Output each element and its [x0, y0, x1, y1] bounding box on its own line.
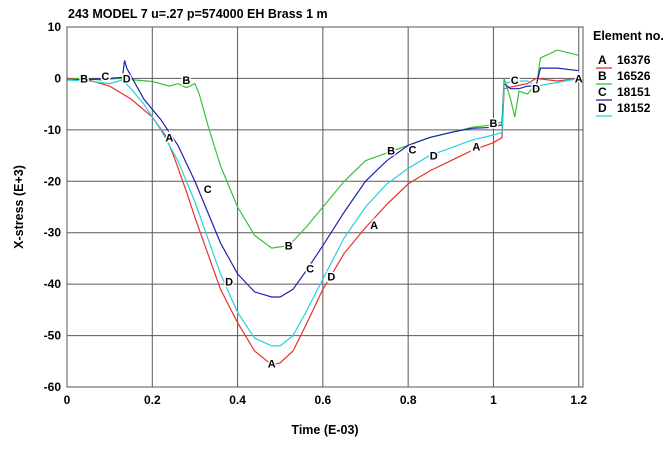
series-marker-D: D: [225, 277, 233, 289]
series-marker-A: A: [472, 141, 480, 153]
x-tick-label: 0.4: [229, 393, 246, 407]
series-marker-B: B: [182, 75, 190, 87]
series-marker-B: B: [285, 241, 293, 253]
y-tick-label: -20: [44, 174, 62, 188]
series-marker-A: A: [370, 220, 378, 232]
series-marker-B: B: [80, 73, 88, 85]
series-marker-C: C: [101, 71, 109, 83]
series-lines: [66, 49, 579, 366]
series-marker-C: C: [306, 264, 314, 276]
series-marker-C: C: [204, 184, 212, 196]
series-line-18151: [66, 60, 579, 298]
x-tick-label: 0.8: [400, 393, 417, 407]
legend: Element no. A 16376 B 16526 C 18151 D 18152: [593, 29, 664, 117]
series-marker-D: D: [123, 73, 131, 85]
series-marker-B: B: [489, 118, 497, 130]
series-marker-C: C: [511, 75, 519, 87]
x-tick-label: 0.6: [315, 393, 332, 407]
series-marker-A: A: [268, 358, 276, 370]
legend-marker-A: A: [598, 53, 607, 67]
y-tick-label: 0: [54, 71, 61, 85]
y-tick-labels: 10 0 -10 -20 -30 -40 -50 -60: [44, 20, 62, 394]
legend-marker-D: D: [598, 101, 607, 115]
legend-marker-B: B: [598, 69, 607, 83]
x-tick-label: 1.2: [570, 393, 587, 407]
y-tick-label: 10: [48, 20, 62, 34]
y-axis-label: X-stress (E+3): [12, 165, 26, 249]
chart-title: 243 MODEL 7 u=.27 p=574000 EH Brass 1 m: [68, 7, 328, 21]
y-tick-label: -40: [44, 277, 62, 291]
x-tick-label: 1: [490, 393, 497, 407]
legend-marker-C: C: [598, 85, 607, 99]
y-tick-label: -10: [44, 123, 62, 137]
series-marker-C: C: [408, 144, 416, 156]
x-tick-label: 0: [64, 393, 71, 407]
legend-title: Element no.: [593, 29, 664, 43]
series-line-16526: [66, 49, 579, 249]
legend-label-16526: 16526: [617, 69, 651, 83]
series-marker-D: D: [532, 84, 540, 96]
y-tick-label: -30: [44, 226, 62, 240]
series-line-18152: [66, 77, 579, 347]
legend-label-18151: 18151: [617, 85, 651, 99]
x-axis-label: Time (E-03): [291, 423, 358, 437]
series-marker-D: D: [430, 151, 438, 163]
y-tick-label: -50: [44, 329, 62, 343]
series-marker-A: A: [165, 133, 173, 145]
series-marker-B: B: [387, 145, 395, 157]
series-marker-A: A: [575, 73, 583, 85]
grid: [66, 26, 583, 388]
x-tick-label: 0.2: [144, 393, 161, 407]
legend-label-16376: 16376: [617, 53, 651, 67]
plot-frame: [66, 26, 584, 388]
y-tick-label: -60: [44, 380, 62, 394]
legend-label-18152: 18152: [617, 101, 651, 115]
series-marker-D: D: [327, 271, 335, 283]
x-tick-labels: 0 0.2 0.4 0.6 0.8 1 1.2: [64, 393, 588, 407]
